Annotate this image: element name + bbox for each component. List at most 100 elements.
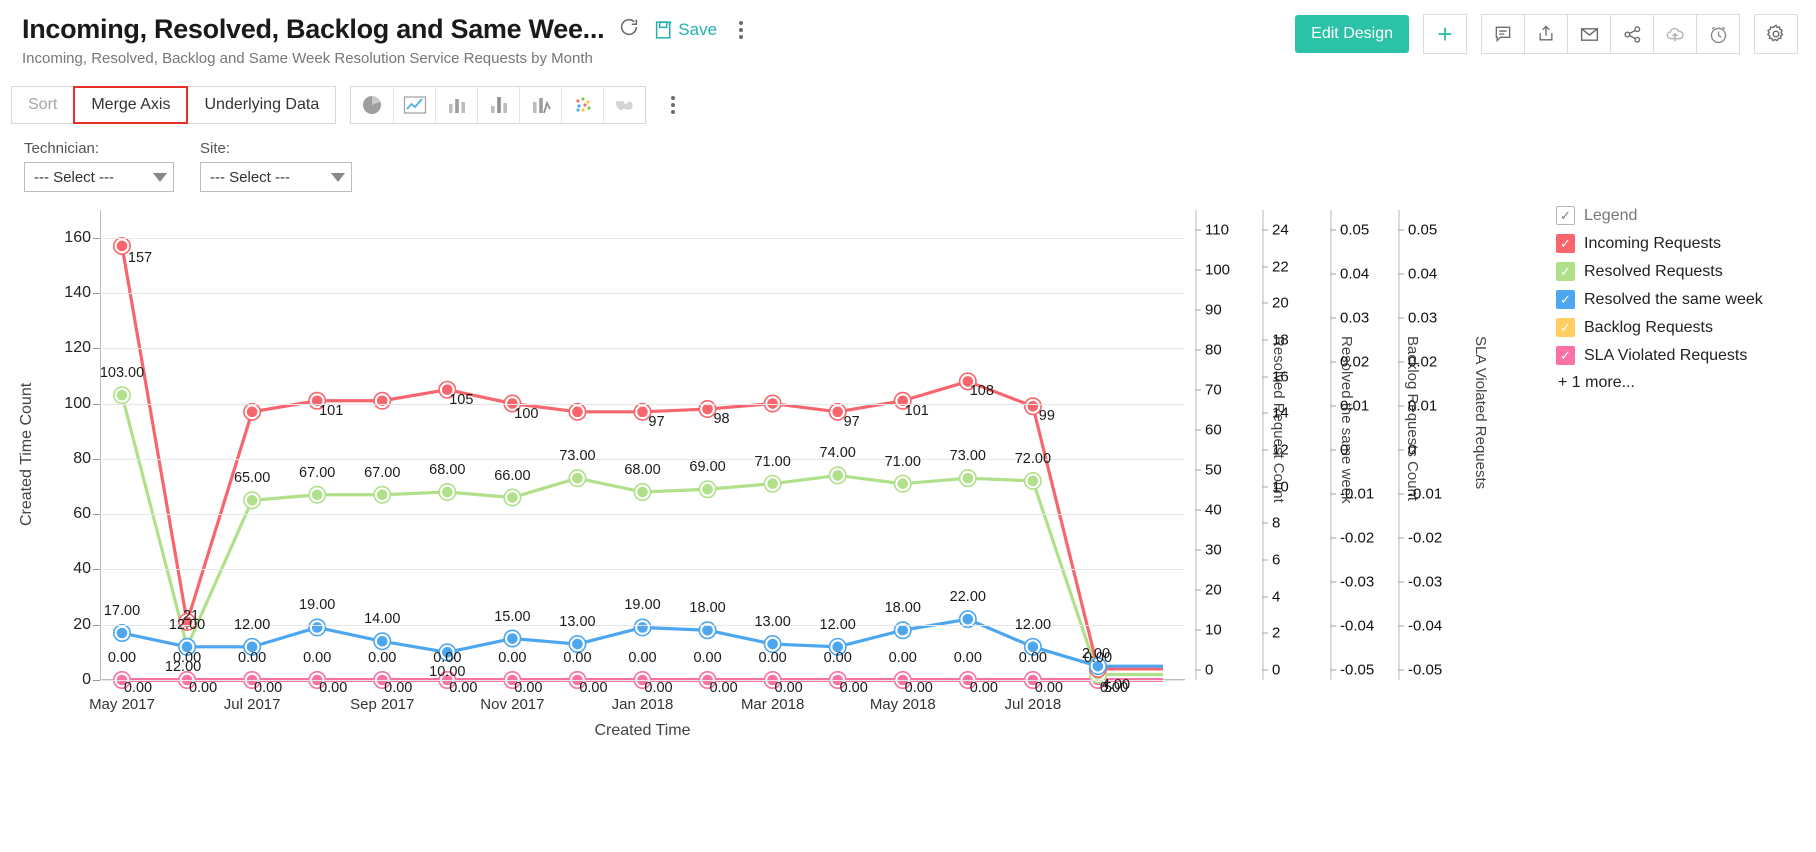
data-point[interactable] [504, 489, 521, 506]
refresh-icon[interactable] [618, 16, 640, 43]
data-point[interactable] [1025, 473, 1041, 489]
data-point[interactable] [634, 404, 651, 420]
secondary-tick-mark [1330, 449, 1336, 451]
data-point[interactable] [699, 401, 716, 417]
column-chart-button[interactable] [477, 87, 519, 123]
data-point[interactable] [569, 404, 586, 420]
technician-filter-select[interactable]: --- Select --- [24, 162, 174, 192]
data-point[interactable] [1025, 639, 1041, 655]
legend-swatch-checkbox[interactable]: ✓ [1556, 262, 1575, 281]
data-point[interactable] [699, 481, 716, 497]
data-point[interactable] [439, 484, 456, 500]
secondary-tick-label: 24 [1272, 221, 1289, 239]
secondary-tick-label: -0.03 [1340, 573, 1375, 591]
combo-chart-button[interactable] [519, 87, 561, 123]
merge-axis-button[interactable]: Merge Axis [73, 86, 189, 124]
toolbar-overflow-button[interactable] [652, 87, 694, 123]
settings-button[interactable] [1754, 14, 1798, 54]
export-button[interactable] [1524, 14, 1568, 54]
data-point[interactable] [895, 393, 911, 409]
chart-type-group [350, 86, 647, 124]
secondary-tick-mark [1262, 412, 1268, 414]
data-point[interactable] [504, 630, 521, 647]
data-point[interactable] [244, 492, 260, 508]
plot-area[interactable]: Created Time 0 20 40 60 80 100 120 140 160 May 20… [64, 210, 1185, 739]
data-point[interactable] [114, 387, 130, 403]
schedule-button[interactable] [1696, 14, 1740, 54]
legend-item[interactable]: ✓ Incoming Requests [1556, 234, 1811, 253]
data-point[interactable] [634, 619, 651, 636]
legend-item[interactable]: ✓ SLA Violated Requests [1556, 346, 1811, 365]
data-point[interactable] [374, 393, 390, 409]
secondary-tick-label: 0.02 [1408, 353, 1438, 371]
comment-button[interactable] [1481, 14, 1525, 54]
secondary-tick-label: 0.03 [1408, 309, 1438, 327]
data-point[interactable] [895, 476, 911, 492]
save-button[interactable]: Save [654, 19, 717, 41]
pie-chart-button[interactable] [351, 87, 393, 123]
x-tick-label: Jan 2018 [611, 696, 674, 713]
data-point[interactable] [114, 625, 130, 641]
data-point[interactable] [439, 644, 456, 661]
legend-item[interactable]: ✓ Resolved the same week [1556, 290, 1811, 309]
data-point[interactable] [114, 238, 130, 254]
legend-toggle-all[interactable]: ✓ Legend [1556, 206, 1811, 225]
data-point[interactable] [569, 470, 586, 486]
data-point[interactable] [829, 404, 846, 420]
data-point[interactable] [1090, 658, 1106, 674]
secondary-tick-label: -0.04 [1408, 617, 1443, 635]
data-point[interactable] [960, 373, 976, 390]
data-point[interactable] [634, 484, 651, 500]
legend-item[interactable]: ✓ Resolved Requests [1556, 262, 1811, 281]
sort-button[interactable]: Sort [11, 86, 75, 124]
secondary-tick-mark [1262, 449, 1268, 451]
data-point-ring [698, 400, 717, 419]
map-chart-button[interactable] [603, 87, 645, 123]
edit-design-button[interactable]: Edit Design [1295, 15, 1409, 53]
data-point[interactable] [569, 636, 586, 652]
data-point[interactable] [829, 639, 846, 655]
data-point[interactable] [374, 487, 390, 503]
secondary-tick-mark [1195, 629, 1201, 631]
data-point[interactable] [1025, 398, 1041, 414]
data-point[interactable] [374, 633, 390, 649]
site-filter-select[interactable]: --- Select --- [200, 162, 352, 192]
series-lines [113, 236, 1163, 689]
data-point[interactable] [699, 622, 716, 638]
secondary-tick-label: 80 [1205, 341, 1222, 359]
line-chart-button[interactable] [393, 87, 435, 123]
legend-swatch-checkbox[interactable]: ✓ [1556, 234, 1575, 253]
data-point[interactable] [895, 622, 911, 638]
secondary-tick-label: 0 [1272, 661, 1281, 679]
data-point[interactable] [764, 636, 781, 652]
share-button[interactable] [1610, 14, 1654, 54]
secondary-tick-mark [1195, 229, 1201, 231]
underlying-data-button[interactable]: Underlying Data [187, 86, 337, 124]
data-point[interactable] [829, 467, 846, 484]
cloud-upload-button[interactable] [1653, 14, 1697, 54]
email-button[interactable] [1567, 14, 1611, 54]
secondary-tick-label: 0.04 [1340, 265, 1370, 283]
header-more-button[interactable] [731, 19, 751, 41]
data-point[interactable] [244, 404, 260, 420]
legend-swatch-checkbox[interactable]: ✓ [1556, 290, 1575, 309]
legend-swatch-checkbox[interactable]: ✓ [1556, 318, 1575, 337]
legend-item[interactable]: ✓ Backlog Requests [1556, 318, 1811, 337]
scatter-chart-button[interactable] [561, 87, 603, 123]
pie-chart-icon [363, 95, 382, 114]
data-point[interactable] [309, 393, 325, 409]
data-point[interactable] [179, 639, 195, 655]
bar-chart-button[interactable] [435, 87, 477, 123]
data-point[interactable] [960, 470, 976, 486]
data-point[interactable] [439, 382, 456, 398]
legend-swatch-checkbox[interactable]: ✓ [1556, 346, 1575, 365]
data-point[interactable] [309, 487, 325, 503]
data-point[interactable] [244, 639, 260, 655]
data-point-ring [893, 621, 912, 640]
add-button[interactable]: + [1423, 14, 1467, 54]
cloud-upload-icon [1666, 27, 1684, 42]
data-point[interactable] [309, 619, 325, 636]
legend-more-link[interactable]: + 1 more... [1558, 374, 1635, 391]
data-point[interactable] [764, 476, 781, 492]
data-point[interactable] [179, 614, 195, 630]
